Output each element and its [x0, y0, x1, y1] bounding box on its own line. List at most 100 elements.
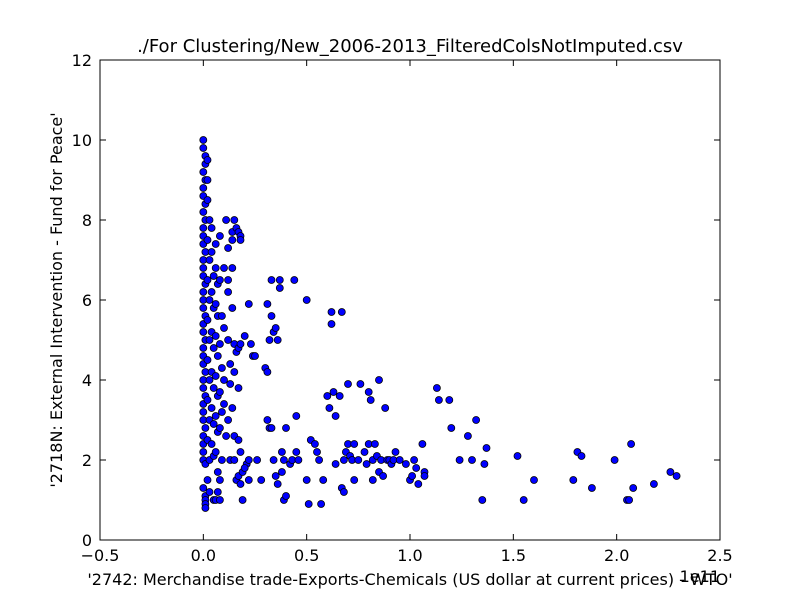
data-point-98 [217, 408, 226, 416]
data-point-193 [323, 392, 332, 400]
data-point-221 [370, 440, 379, 448]
y-axis-ticks: 0 2 4 6 8 10 12 [72, 51, 720, 550]
data-point-90 [211, 448, 220, 456]
data-point-79 [211, 240, 220, 248]
data-point-177 [282, 492, 290, 500]
data-point-55 [203, 316, 212, 324]
data-point-212 [354, 456, 363, 464]
data-point-19 [199, 288, 208, 296]
data-point-92 [215, 232, 224, 240]
data-point-149 [246, 340, 255, 348]
data-point-116 [224, 416, 233, 424]
data-point-224 [375, 376, 383, 384]
data-point-108 [220, 400, 228, 408]
data-point-0 [199, 136, 208, 144]
data-point-136 [234, 384, 243, 392]
y-tick-label-6: 12 [72, 51, 92, 70]
data-point-73 [209, 384, 218, 392]
data-point-1 [199, 144, 208, 152]
data-point-168 [275, 284, 284, 292]
data-point-256 [530, 476, 538, 484]
data-point-162 [265, 336, 274, 344]
data-point-68 [207, 288, 216, 296]
data-point-100 [217, 456, 226, 464]
data-point-210 [350, 440, 359, 448]
x-tick-label-3: 1.0 [397, 546, 422, 565]
data-point-180 [290, 276, 299, 284]
chart-title: ./For Clustering/New_2006-2013_FilteredC… [137, 36, 683, 57]
data-point-138 [236, 448, 245, 456]
data-point-268 [672, 472, 681, 480]
data-point-26 [199, 344, 208, 352]
y-tick-label-1: 2 [82, 451, 92, 470]
data-point-39 [199, 448, 208, 456]
x-tick-label-6: 2.5 [707, 546, 732, 565]
data-point-265 [629, 484, 638, 492]
data-point-47 [203, 156, 212, 164]
data-point-159 [267, 424, 276, 432]
data-point-64 [205, 488, 214, 496]
data-point-135 [236, 340, 245, 348]
data-point-128 [230, 216, 239, 224]
data-point-254 [513, 452, 522, 460]
data-point-186 [304, 500, 313, 508]
data-points [199, 136, 681, 512]
data-point-153 [244, 476, 253, 484]
data-point-213 [356, 380, 365, 388]
data-point-242 [420, 472, 429, 480]
data-point-233 [395, 456, 404, 464]
data-point-119 [228, 264, 237, 272]
data-point-53 [203, 276, 212, 284]
data-point-171 [279, 456, 288, 464]
data-point-201 [337, 308, 346, 316]
data-point-184 [302, 296, 311, 304]
data-point-24 [199, 328, 208, 336]
data-point-236 [408, 472, 417, 480]
data-point-198 [331, 412, 340, 420]
data-point-110 [222, 216, 231, 224]
data-point-169 [275, 276, 284, 284]
data-point-80 [211, 264, 220, 272]
data-point-146 [244, 456, 253, 464]
data-point-6 [199, 184, 208, 192]
data-point-101 [215, 476, 224, 484]
x-tick-label-2: 0.5 [294, 546, 319, 565]
data-point-249 [468, 456, 476, 464]
data-point-16 [199, 264, 208, 272]
data-point-144 [240, 332, 249, 340]
data-point-11 [199, 224, 208, 232]
data-point-257 [569, 476, 578, 484]
data-point-114 [226, 360, 235, 368]
x-tick-label-1: 0.0 [191, 546, 216, 565]
axes-frame [99, 59, 721, 541]
data-point-190 [315, 456, 324, 464]
data-point-148 [244, 300, 253, 308]
data-point-63 [203, 476, 212, 484]
data-point-253 [482, 444, 491, 452]
data-point-82 [211, 300, 220, 308]
data-point-206 [344, 380, 352, 388]
data-point-66 [207, 248, 216, 256]
x-axis-label: '2742: Merchandise trade-Exports-Chemica… [87, 570, 732, 589]
data-point-147 [240, 464, 249, 472]
data-point-104 [215, 496, 224, 504]
data-point-65 [207, 224, 216, 232]
data-point-263 [625, 496, 633, 504]
data-point-31 [199, 384, 208, 392]
data-point-255 [519, 496, 528, 504]
data-point-266 [650, 480, 658, 488]
data-point-36 [201, 424, 210, 432]
data-point-113 [224, 336, 233, 344]
data-point-115 [226, 380, 235, 388]
data-point-246 [447, 424, 456, 432]
x-axis-offset-label: 1e11 [680, 567, 720, 586]
data-point-188 [310, 440, 319, 448]
data-point-167 [267, 276, 276, 284]
data-point-232 [391, 448, 400, 456]
data-point-109 [222, 432, 231, 440]
data-point-52 [205, 256, 214, 264]
data-point-120 [228, 304, 237, 312]
data-point-4 [199, 168, 208, 176]
data-point-215 [362, 460, 371, 468]
